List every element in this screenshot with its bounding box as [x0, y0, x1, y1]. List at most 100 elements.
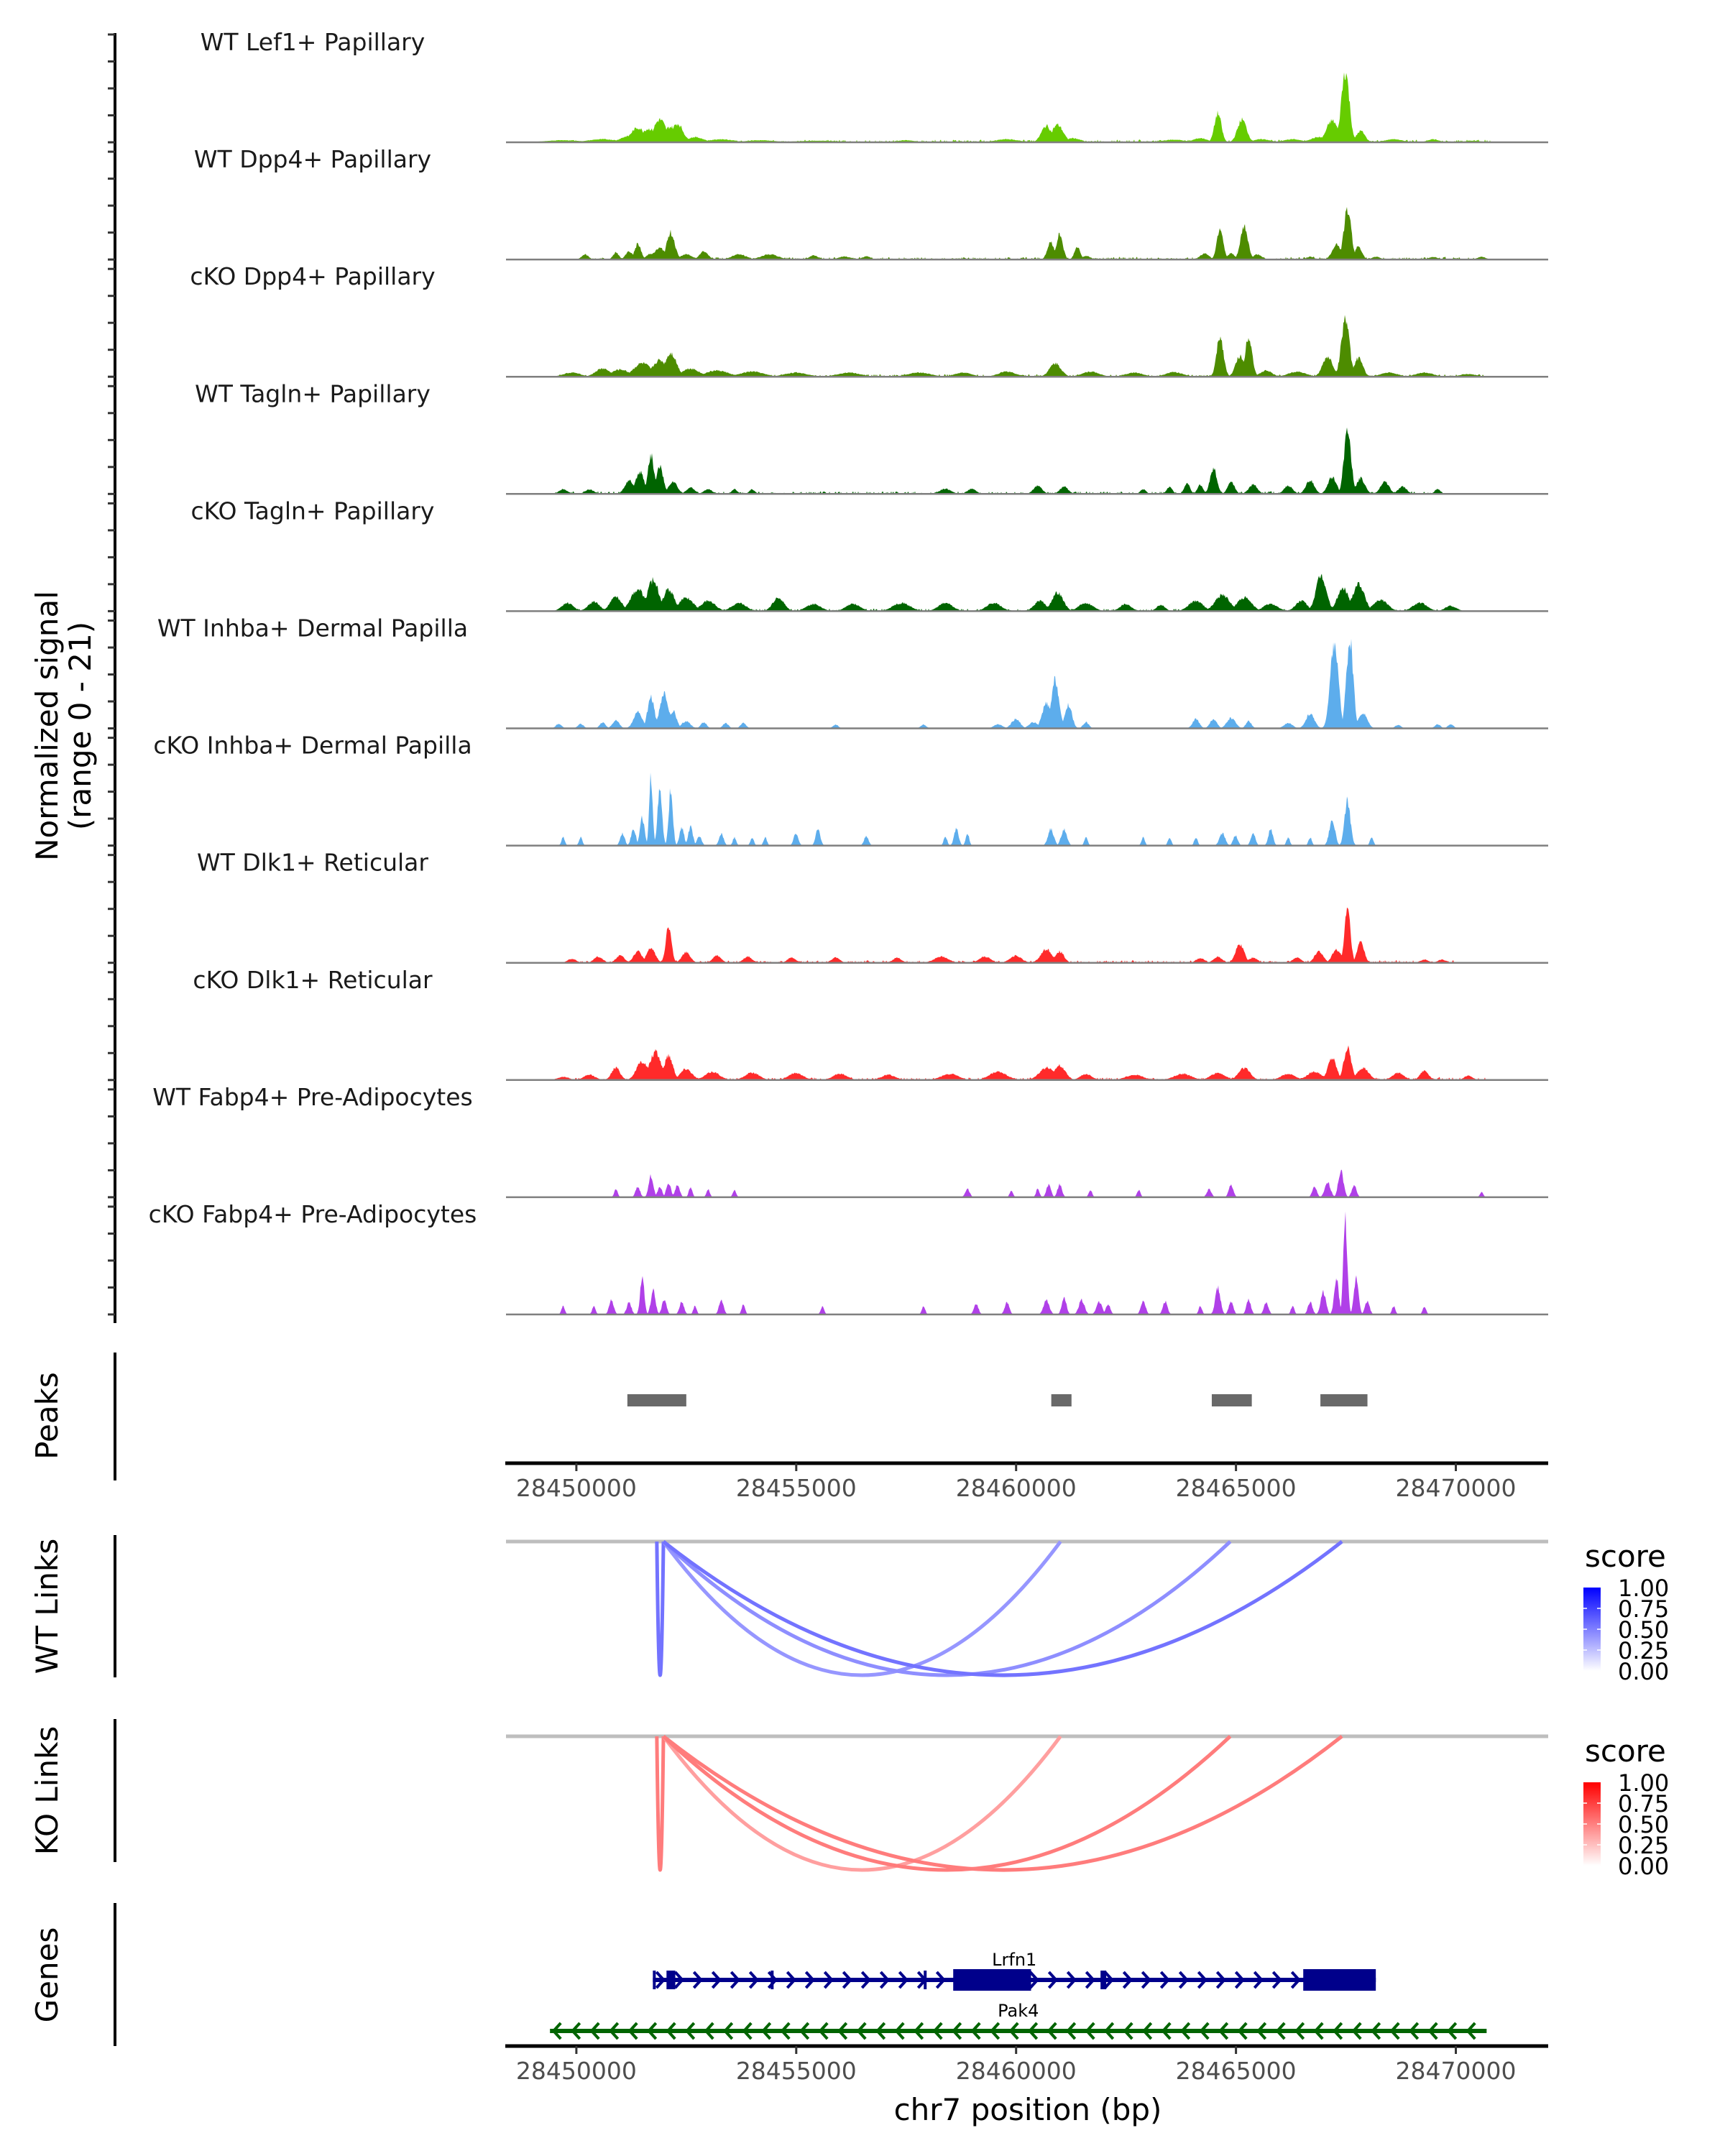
coverage-track: WT Inhba+ Dermal Papilla: [157, 614, 1548, 729]
strand-arrow-icon: [1103, 2022, 1115, 2040]
strand-arrow-icon: [1290, 1971, 1302, 1989]
strand-arrow-icon: [1253, 1971, 1264, 1989]
strand-arrow-icon: [760, 2022, 772, 2040]
strand-arrow-icon: [1199, 2022, 1210, 2040]
strand-arrow-icon: [780, 2022, 791, 2040]
peaks-panel: Peaks 28450000 28455000 28460000 28465000 28…: [29, 1353, 1548, 1502]
coverage-area: [506, 1169, 1548, 1197]
strand-arrow-icon: [570, 2022, 581, 2040]
strand-arrow-icon: [894, 2022, 905, 2040]
legend-tick-label: 0.25: [1618, 1637, 1669, 1664]
coverage-track: WT Dpp4+ Papillary: [194, 145, 1548, 261]
middle-x-tick-label: 28455000: [736, 1474, 857, 1502]
track-label: WT Fabp4+ Pre-Adipocytes: [152, 1083, 472, 1111]
strand-arrow-icon: [1047, 1971, 1059, 1989]
strand-arrow-icon: [692, 1971, 704, 1989]
strand-arrow-icon: [1237, 2022, 1248, 2040]
strand-arrow-icon: [989, 2022, 1000, 2040]
gene-model: Pak4: [550, 2001, 1487, 2040]
strand-arrow-icon: [932, 2022, 943, 2040]
strand-arrow-icon: [879, 1971, 891, 1989]
middle-x-axis: 28450000 28455000 28460000 28465000 28470000: [505, 1461, 1548, 1502]
gene-exon: [770, 1971, 774, 1989]
strand-arrow-icon: [856, 2022, 867, 2040]
strand-arrow-icon: [1046, 2022, 1057, 2040]
strand-arrow-icon: [1271, 1971, 1283, 1989]
middle-x-tick-label: 28465000: [1176, 1474, 1297, 1502]
strand-arrow-icon: [1466, 2022, 1476, 2040]
gene-model: Lrfn1: [653, 1950, 1376, 1991]
bottom-x-tick-label: 28465000: [1176, 2057, 1297, 2085]
strand-arrow-icon: [1294, 2022, 1305, 2040]
strand-arrow-icon: [1161, 2022, 1172, 2040]
coverage-track: WT Lef1+ Papillary: [201, 28, 1548, 144]
coverage-track: WT Fabp4+ Pre-Adipocytes: [152, 1083, 1548, 1199]
coverage-track: WT Tagln+ Papillary: [195, 379, 1548, 495]
strand-arrow-icon: [1178, 1971, 1190, 1989]
strand-arrow-icon: [837, 2022, 848, 2040]
link-arc: [662, 1735, 1232, 1872]
track-label: WT Dpp4+ Papillary: [194, 145, 431, 173]
track-label: cKO Dlk1+ Reticular: [193, 966, 433, 994]
x-axis-title: chr7 position (bp): [894, 2092, 1162, 2127]
track-label: WT Tagln+ Papillary: [195, 379, 431, 407]
strand-arrow-icon: [1389, 2022, 1400, 2040]
bottom-x-tick-label: 28460000: [956, 2057, 1077, 2085]
legend-tick-label: 0.50: [1618, 1616, 1669, 1644]
strand-arrow-icon: [935, 1971, 947, 1989]
strand-arrow-icon: [551, 2022, 562, 2040]
strand-arrow-icon: [673, 1971, 685, 1989]
coverage-track: cKO Fabp4+ Pre-Adipocytes: [149, 1200, 1548, 1316]
peak-region: [1211, 1394, 1252, 1406]
strand-arrow-icon: [1427, 2022, 1438, 2040]
middle-x-tick-label: 28460000: [956, 1474, 1077, 1502]
strand-arrow-icon: [1141, 1971, 1152, 1989]
coverage-track: cKO Dlk1+ Reticular: [193, 966, 1548, 1082]
link-arc: [662, 1735, 1343, 1872]
track-label: WT Inhba+ Dermal Papilla: [157, 614, 468, 642]
strand-arrow-icon: [1313, 2022, 1324, 2040]
strand-arrow-icon: [799, 2022, 810, 2040]
strand-arrow-icon: [1159, 1971, 1171, 1989]
track-label: WT Dlk1+ Reticular: [197, 849, 428, 877]
legend-tick-label: 0.75: [1618, 1595, 1669, 1623]
strand-arrow-icon: [1141, 2022, 1153, 2040]
link-arc: [662, 1735, 1062, 1872]
strand-arrow-icon: [1103, 1971, 1115, 1989]
strand-arrow-icon: [951, 2022, 962, 2040]
legend-tick-label: 0.00: [1618, 1658, 1669, 1685]
strand-arrow-icon: [1215, 1971, 1227, 1989]
strand-arrow-icon: [1123, 2022, 1133, 2040]
y-axis-title-line1: Normalized signal: [29, 591, 65, 861]
coverage-area: [506, 573, 1548, 612]
strand-arrow-icon: [627, 2022, 638, 2040]
strand-arrow-icon: [1446, 2022, 1458, 2040]
gene-exon: [1100, 1971, 1107, 1989]
strand-arrow-icon: [1066, 1971, 1077, 1989]
coverage-track: cKO Inhba+ Dermal Papilla: [153, 732, 1548, 847]
strand-arrow-icon: [913, 2022, 924, 2040]
strand-arrow-icon: [1218, 2022, 1229, 2040]
strand-arrow-icon: [1085, 2022, 1095, 2040]
strand-arrow-icon: [1370, 2022, 1381, 2040]
strand-arrow-icon: [742, 2022, 753, 2040]
links-panel-label: WT Links: [29, 1539, 65, 1674]
gene-models: Lrfn1 Pak4: [550, 1950, 1487, 2040]
strand-arrow-icon: [711, 1971, 722, 1989]
legend-tick-label: 0.50: [1618, 1811, 1669, 1838]
legend-title: score: [1585, 1539, 1666, 1574]
link-arc: [655, 1541, 666, 1677]
coverage-area: [506, 638, 1548, 729]
strand-arrow-icon: [1197, 1971, 1208, 1989]
legend-tick-label: 0.00: [1618, 1853, 1669, 1880]
bottom-x-tick-label: 28455000: [736, 2057, 857, 2085]
strand-arrow-icon: [1029, 1971, 1040, 1989]
peak-region: [1320, 1394, 1368, 1406]
y-axis-title-line2: (range 0 - 21): [63, 622, 98, 830]
peak-region: [627, 1394, 686, 1406]
strand-arrow-icon: [1008, 2022, 1019, 2040]
link-arc: [662, 1540, 1062, 1677]
